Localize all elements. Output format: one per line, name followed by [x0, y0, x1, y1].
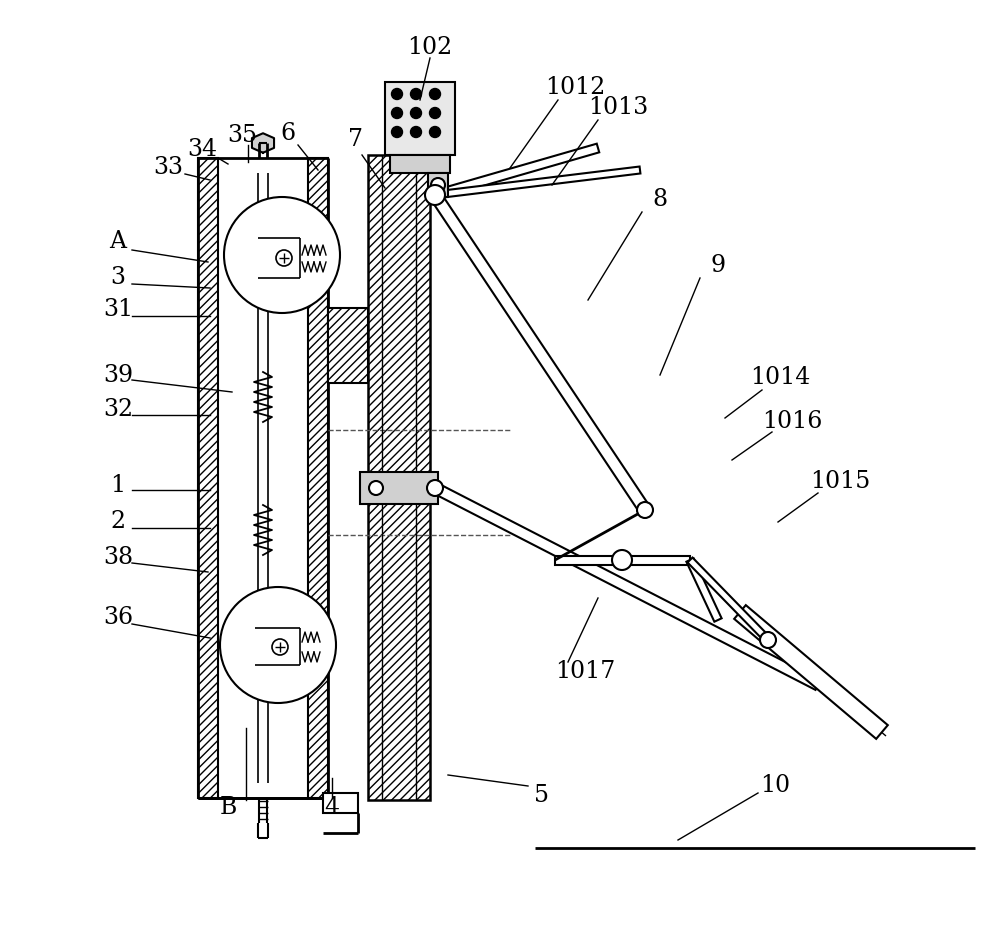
Text: 34: 34: [187, 139, 217, 161]
Text: A: A: [110, 231, 126, 254]
Bar: [308, 158, 328, 798]
Circle shape: [411, 107, 422, 119]
Text: 102: 102: [407, 36, 453, 59]
Circle shape: [430, 107, 440, 119]
Bar: [323, 793, 358, 813]
Polygon shape: [252, 133, 274, 153]
Bar: [390, 155, 450, 173]
Text: 35: 35: [227, 123, 257, 146]
Text: 1012: 1012: [545, 77, 605, 99]
Circle shape: [431, 178, 445, 192]
Circle shape: [392, 127, 402, 137]
Polygon shape: [434, 144, 599, 199]
Polygon shape: [734, 605, 888, 739]
Polygon shape: [432, 483, 821, 690]
Text: 5: 5: [534, 783, 550, 807]
Text: 2: 2: [110, 510, 126, 533]
Text: 33: 33: [153, 156, 183, 179]
Circle shape: [276, 250, 292, 266]
Text: 1013: 1013: [588, 96, 648, 119]
Circle shape: [272, 639, 288, 655]
Circle shape: [430, 89, 440, 99]
Circle shape: [760, 632, 776, 648]
Circle shape: [224, 197, 340, 313]
Circle shape: [425, 185, 445, 205]
Text: 10: 10: [760, 773, 790, 796]
Text: 3: 3: [110, 267, 126, 290]
Circle shape: [369, 481, 383, 495]
Circle shape: [220, 587, 336, 703]
Polygon shape: [430, 192, 650, 513]
Text: 38: 38: [103, 546, 133, 569]
Bar: [368, 155, 430, 800]
Text: 32: 32: [103, 398, 133, 421]
Text: 31: 31: [103, 298, 133, 321]
Text: 39: 39: [103, 364, 133, 386]
Polygon shape: [555, 556, 690, 565]
Polygon shape: [687, 557, 771, 643]
Text: 36: 36: [103, 607, 133, 630]
Bar: [428, 173, 448, 197]
Circle shape: [411, 127, 422, 137]
Polygon shape: [435, 167, 640, 198]
Text: 4: 4: [324, 796, 340, 820]
Circle shape: [637, 502, 653, 518]
Bar: [385, 82, 455, 155]
Circle shape: [430, 127, 440, 137]
Text: 1016: 1016: [762, 410, 822, 433]
Text: 1017: 1017: [555, 660, 615, 683]
Circle shape: [612, 550, 632, 570]
Polygon shape: [686, 558, 722, 621]
Bar: [360, 472, 438, 504]
Text: 1015: 1015: [810, 470, 870, 494]
Text: 1014: 1014: [750, 367, 810, 390]
Bar: [198, 158, 218, 798]
Circle shape: [392, 89, 402, 99]
Bar: [328, 308, 368, 383]
Text: 9: 9: [710, 254, 726, 277]
Text: 7: 7: [348, 129, 362, 152]
Text: 1: 1: [110, 473, 126, 496]
Text: 8: 8: [652, 189, 668, 211]
Circle shape: [411, 89, 422, 99]
Text: 6: 6: [280, 121, 296, 144]
Circle shape: [392, 107, 402, 119]
Circle shape: [427, 480, 443, 496]
Text: B: B: [219, 796, 237, 820]
